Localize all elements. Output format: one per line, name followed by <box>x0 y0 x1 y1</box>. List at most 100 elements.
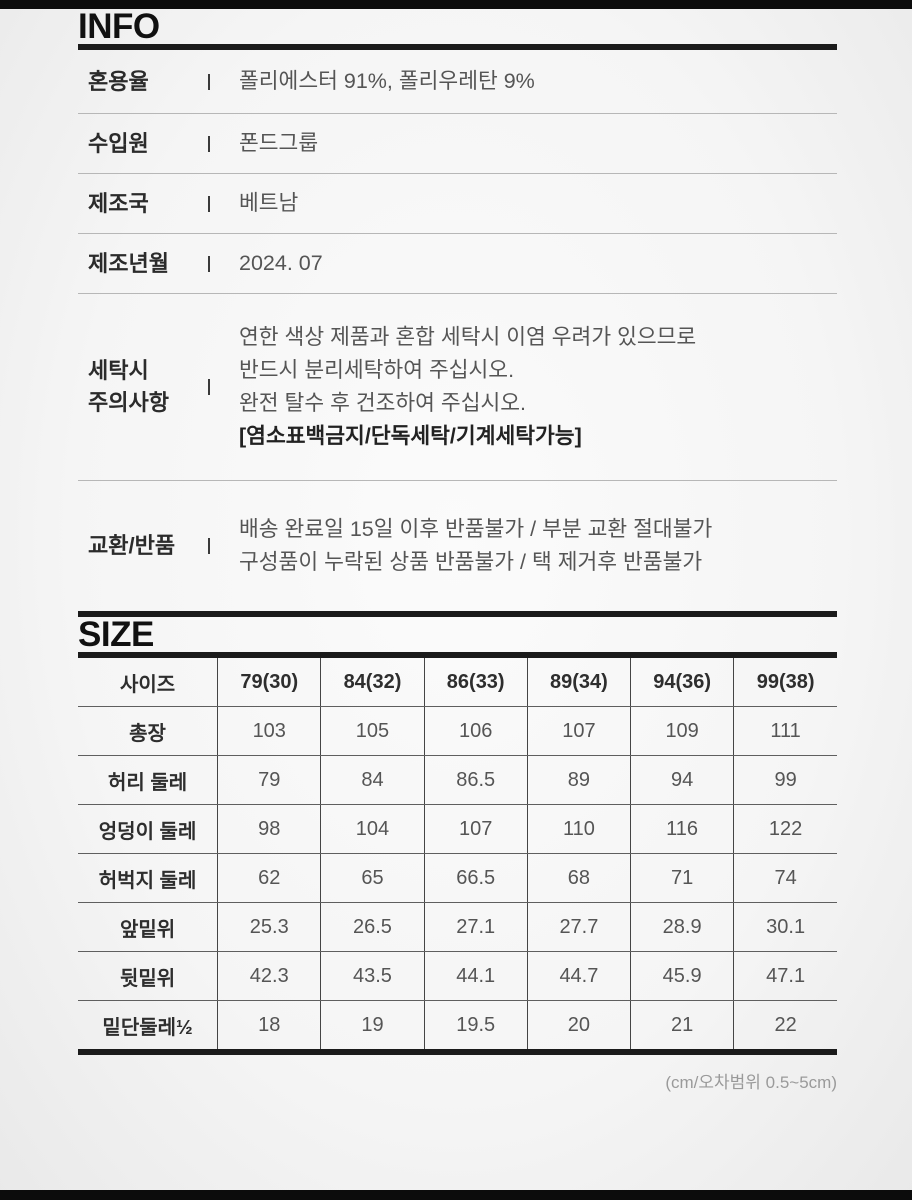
washing-note-line: 완전 탈수 후 건조하여 주십시오. <box>239 391 527 415</box>
size-table-row-back-rise: 뒷밑위 42.3 43.5 44.1 44.7 45.9 47.1 <box>78 951 837 1001</box>
exchange-note-line: 구성품이 누락된 상품 반품불가 / 택 제거후 반품불가 <box>239 550 703 574</box>
exchange-note-line: 배송 완료일 15일 이후 반품불가 / 부분 교환 절대불가 <box>239 517 713 541</box>
value-cell: 122 <box>733 804 837 854</box>
info-row-manufacture-date: 제조년월 2024. 07 <box>78 234 837 294</box>
label-value-divider <box>208 73 210 90</box>
unit-tolerance-note: (cm/오차범위 0.5~5cm) <box>665 1073 837 1092</box>
value-cell: 89 <box>527 755 632 805</box>
value-cell: 79 <box>217 755 322 805</box>
info-row-label: 교환/반품 <box>88 533 176 559</box>
label-value-divider <box>208 538 210 554</box>
value-cell: 111 <box>733 706 837 756</box>
header-cell: 86(33) <box>424 655 528 707</box>
info-row-blend-ratio: 혼용율 폴리에스터 91%, 폴리우레탄 9% <box>78 50 837 114</box>
value-cell: 99 <box>733 755 837 805</box>
header-cell: 84(32) <box>320 655 425 707</box>
row-label-cell: 허벅지 둘레 <box>78 853 219 903</box>
info-section-title: INFO <box>78 7 160 46</box>
info-section: INFO 혼용율 폴리에스터 91%, 폴리우레탄 9% 수입원 폰드그룹 제조… <box>78 9 837 617</box>
value-cell: 44.1 <box>424 951 528 1001</box>
value-cell: 106 <box>424 706 528 756</box>
info-row-value: 2024. 07 <box>239 251 323 275</box>
value-cell: 68 <box>527 853 632 903</box>
value-cell: 71 <box>630 853 735 903</box>
top-letterbox-bar <box>0 0 912 9</box>
value-cell: 65 <box>320 853 425 903</box>
size-table-header-row: 사이즈 79(30) 84(32) 86(33) 89(34) 94(36) 9… <box>78 655 837 707</box>
header-cell: 99(38) <box>733 655 837 707</box>
header-cell: 79(30) <box>217 655 322 707</box>
value-cell: 21 <box>630 1000 735 1052</box>
row-label-cell: 허리 둘레 <box>78 755 219 805</box>
value-cell: 110 <box>527 804 632 854</box>
row-label-cell: 총장 <box>78 706 219 756</box>
info-row-value: 베트남 <box>239 191 299 215</box>
value-cell: 107 <box>527 706 632 756</box>
value-cell: 66.5 <box>424 853 528 903</box>
value-cell: 94 <box>630 755 735 805</box>
value-cell: 42.3 <box>217 951 322 1001</box>
value-cell: 103 <box>217 706 322 756</box>
info-row-label: 혼용율 <box>88 68 149 94</box>
info-row-label: 세탁시 주의사항 <box>78 355 208 419</box>
bottom-letterbox-bar <box>0 1190 912 1200</box>
label-value-divider <box>208 135 210 152</box>
size-section: SIZE 사이즈 79(30) 84(32) 86(33) 89(34) 94(… <box>78 617 837 1093</box>
label-value-divider <box>208 195 210 212</box>
info-row-exchange-return: 교환/반품 배송 완료일 15일 이후 반품불가 / 부분 교환 절대불가 구성… <box>78 481 837 611</box>
info-row-label-line2: 주의사항 <box>88 390 169 415</box>
info-row-washing-precautions: 세탁시 주의사항 연한 색상 제품과 혼합 세탁시 이염 우려가 있으므로 반드… <box>78 294 837 481</box>
value-cell: 27.1 <box>424 902 528 952</box>
info-row-country: 제조국 베트남 <box>78 174 837 234</box>
size-table-row-front-rise: 앞밑위 25.3 26.5 27.1 27.7 28.9 30.1 <box>78 902 837 952</box>
value-cell: 98 <box>217 804 322 854</box>
value-cell: 25.3 <box>217 902 322 952</box>
value-cell: 105 <box>320 706 425 756</box>
value-cell: 22 <box>774 1013 797 1036</box>
size-table-row-hem: 밑단둘레½ 18 19 19.5 20 21 22 <box>78 1000 837 1052</box>
size-section-title: SIZE <box>78 615 154 654</box>
value-cell: 109 <box>630 706 735 756</box>
value-cell: 116 <box>630 804 735 854</box>
washing-note-line: 반드시 분리세탁하여 주십시오. <box>239 358 515 382</box>
info-top-rule <box>78 44 837 50</box>
info-row-importer: 수입원 폰드그룹 <box>78 114 837 174</box>
value-cell: 74 <box>733 853 837 903</box>
value-cell: 30.1 <box>733 902 837 952</box>
content-area: INFO 혼용율 폴리에스터 91%, 폴리우레탄 9% 수입원 폰드그룹 제조… <box>78 9 837 1093</box>
value-cell: 107 <box>424 804 528 854</box>
header-cell: 94(36) <box>630 655 735 707</box>
info-row-label: 수입원 <box>88 130 149 156</box>
value-cell: 20 <box>527 1000 632 1052</box>
info-row-label-line1: 세탁시 <box>88 358 149 384</box>
info-row-value: 폴리에스터 91%, 폴리우레탄 9% <box>239 69 535 93</box>
value-cell: 26.5 <box>320 902 425 952</box>
info-bottom-rule <box>78 611 837 617</box>
value-cell: 43.5 <box>320 951 425 1001</box>
label-value-divider <box>208 255 210 272</box>
info-row-value: 폰드그룹 <box>239 131 319 155</box>
value-cell: 27.7 <box>527 902 632 952</box>
value-cell: 19 <box>320 1000 425 1052</box>
header-cell-size: 사이즈 <box>78 655 219 707</box>
row-label-cell: 앞밑위 <box>78 902 219 952</box>
value-cell: 86.5 <box>424 755 528 805</box>
value-cell: 18 <box>217 1000 322 1052</box>
size-table-row-hip: 엉덩이 둘레 98 104 107 110 116 122 <box>78 804 837 854</box>
size-table: 사이즈 79(30) 84(32) 86(33) 89(34) 94(36) 9… <box>78 652 837 1055</box>
value-cell: 28.9 <box>630 902 735 952</box>
value-cell: 44.7 <box>527 951 632 1001</box>
info-row-label: 제조국 <box>88 190 149 216</box>
value-cell: 45.9 <box>630 951 735 1001</box>
value-cell: 47.1 <box>733 951 837 1001</box>
size-table-row-total-length: 총장 103 105 106 107 109 111 <box>78 706 837 756</box>
info-row-value: 배송 완료일 15일 이후 반품불가 / 부분 교환 절대불가 구성품이 누락된… <box>239 513 712 579</box>
size-table-row-waist: 허리 둘레 79 84 86.5 89 94 99 <box>78 755 837 805</box>
row-label-cell: 뒷밑위 <box>78 951 219 1001</box>
header-cell: 89(34) <box>527 655 632 707</box>
info-row-value: 연한 색상 제품과 혼합 세탁시 이염 우려가 있으므로 반드시 분리세탁하여 … <box>239 321 696 453</box>
row-label-cell: 밑단둘레½ <box>78 1000 219 1052</box>
washing-note-line: 연한 색상 제품과 혼합 세탁시 이염 우려가 있으므로 <box>239 325 697 349</box>
value-cell: 104 <box>320 804 425 854</box>
